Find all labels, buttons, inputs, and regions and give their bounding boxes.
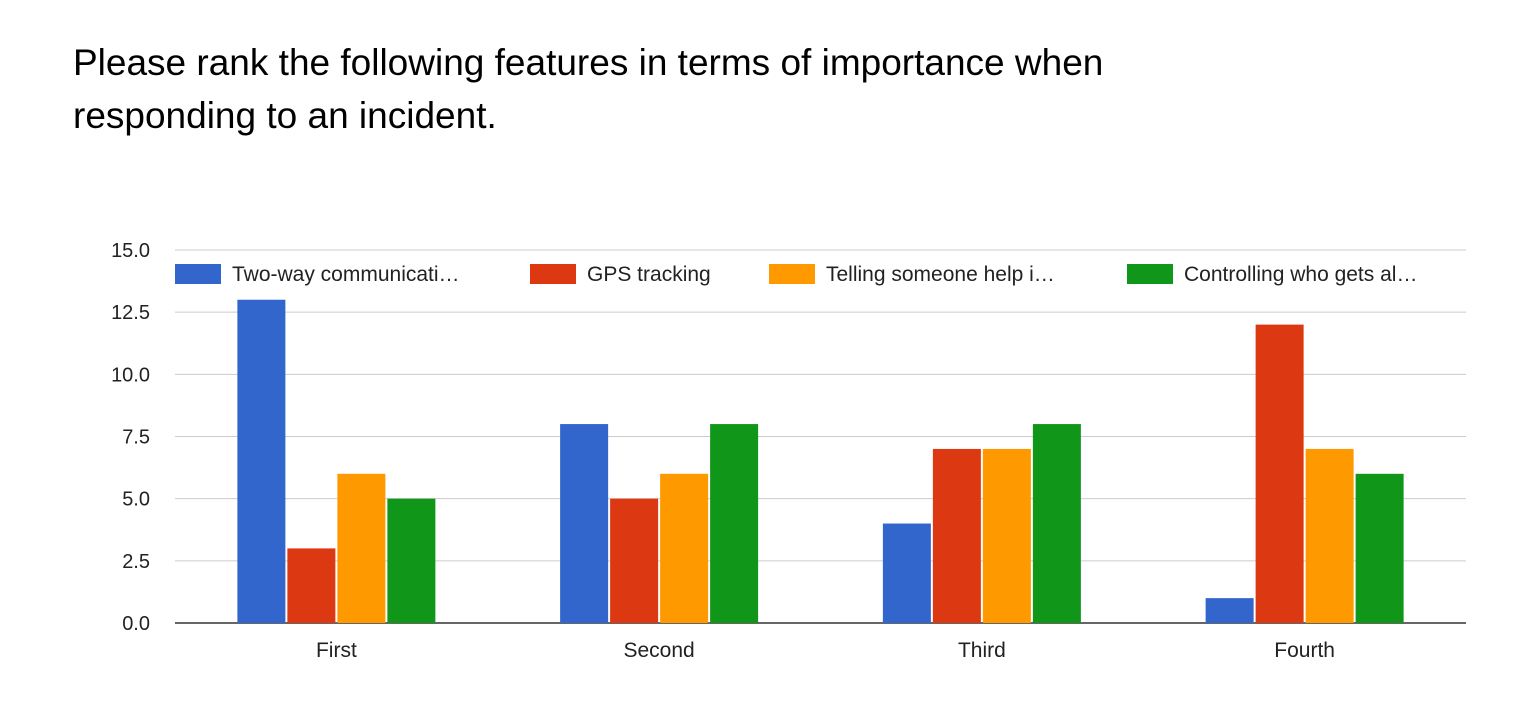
x-axis-tick-labels: First Second Third Fourth [316,639,1335,662]
x-tick-label: Third [958,639,1006,662]
legend-swatch [530,264,576,284]
y-tick-label: 0.0 [122,613,150,635]
bar [1355,473,1404,623]
legend-label: Two-way communicati… [232,263,460,286]
legend-label: GPS tracking [587,263,711,286]
x-tick-label: Second [624,639,695,662]
bar [932,448,981,623]
bar [1255,324,1304,623]
bar [237,299,286,623]
y-tick-label: 12.5 [111,302,150,324]
legend-swatch [175,264,221,284]
y-tick-label: 2.5 [122,551,150,573]
chart-title: Please rank the following features in te… [73,42,1104,136]
bar [1305,448,1354,623]
bar [1032,424,1081,623]
y-tick-label: 5.0 [122,489,150,511]
bar [287,548,336,623]
bar [882,523,931,623]
bar [1205,598,1254,623]
y-tick-label: 15.0 [111,240,150,262]
x-tick-label: Fourth [1274,639,1335,662]
legend-label: Telling someone help i… [826,263,1055,286]
bar [710,424,759,623]
y-axis-tick-labels: 0.0 2.5 5.0 7.5 10.0 12.5 15.0 [111,240,150,635]
legend-swatch [769,264,815,284]
bar [660,473,709,623]
legend: Two-way communicati… GPS tracking Telling … [175,263,1417,286]
bar [982,448,1031,623]
bar [610,498,659,623]
y-tick-label: 7.5 [122,427,150,449]
x-tick-label: First [316,639,357,662]
y-tick-label: 10.0 [111,364,150,386]
bar [560,424,609,623]
bars [237,299,1404,623]
bar [337,473,386,623]
legend-swatch [1127,264,1173,284]
legend-label: Controlling who gets al… [1184,263,1417,286]
bar [387,498,436,623]
